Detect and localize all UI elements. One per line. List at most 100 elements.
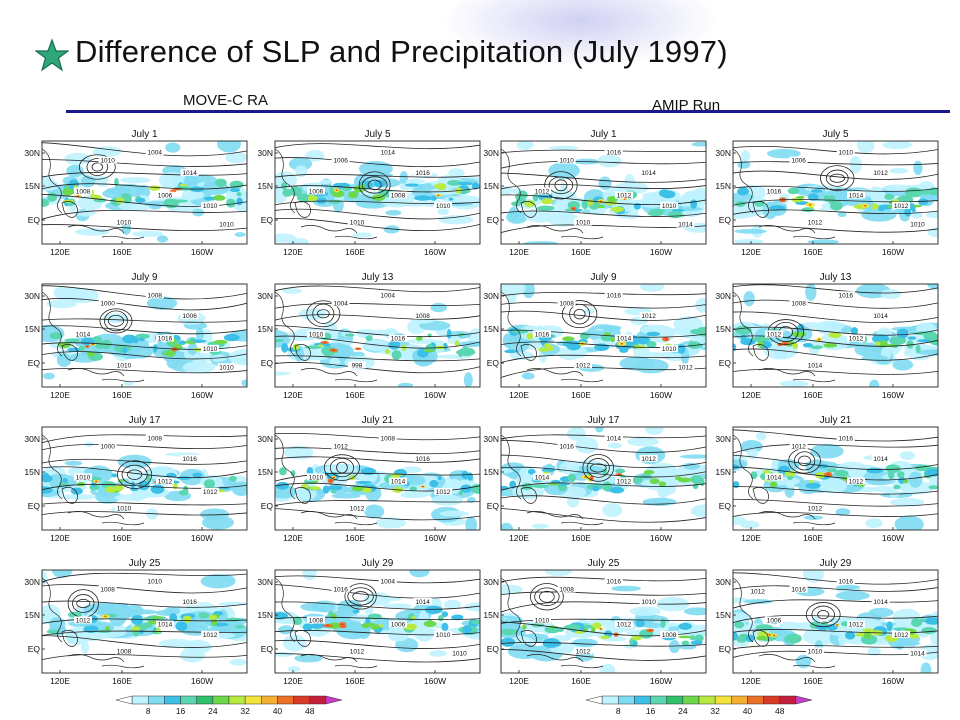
contour-label: 1010 [203,203,218,210]
lat-label: 15N [257,324,273,334]
contour-label: 1006 [391,622,406,629]
map-panel: July 5 1006 1010 1012 1014 1016 1012 1012 1010 30… [715,128,945,263]
map-panel: July 25 1008 1010 1016 1014 1012 1008 1012 30N 15… [24,557,254,692]
contour-label: 1012 [617,622,632,629]
contour-label: 1014 [535,474,550,481]
lon-label: 160E [345,247,365,257]
legend-swatch [618,695,635,705]
contour-label: 1008 [381,435,396,442]
lat-label: EQ [261,215,274,225]
contour-label: 1012 [576,648,591,655]
lat-label: EQ [487,501,500,511]
legend-tick: 32 [710,706,720,716]
contour-label: 1012 [678,364,693,371]
lon-label: 160E [571,247,591,257]
lat-label: EQ [261,501,274,511]
contour-label: 1014 [873,599,888,606]
lon-label: 120E [741,533,761,543]
contour-label: 1014 [76,331,91,338]
map-panel: July 17 1016 1014 1012 1012 1014 30N 15N EQ 120E 1… [483,414,713,549]
map-panel: July 29 1016 1004 1014 1006 1008 1012 1010 1010 3… [257,557,487,692]
lat-label: 30N [483,434,499,444]
contour-label: 1008 [415,313,430,320]
contour-label: 1014 [910,650,925,657]
lat-label: 30N [257,434,273,444]
lat-label: EQ [261,644,274,654]
panel-date: July 5 [822,129,849,140]
lon-label: 160E [112,247,132,257]
lat-label: 30N [483,577,499,587]
legend-tick: 16 [646,706,656,716]
contour-label: 1012 [76,617,91,624]
panel-date: July 5 [364,129,391,140]
contour-label: 1008 [76,188,91,195]
lon-label: 160W [424,676,446,686]
lat-label: 15N [257,181,273,191]
lon-label: 160E [571,390,591,400]
lat-label: 30N [24,148,40,158]
contour-label: 1008 [662,632,677,639]
legend-swatch [244,695,262,705]
contour-label: 1012 [791,444,806,451]
lat-label: 15N [24,324,40,334]
lon-label: 120E [283,533,303,543]
contour-label: 1016 [607,149,622,156]
lat-label: 30N [715,291,731,301]
contour-label: 1010 [148,578,163,585]
contour-label: 1000 [100,301,115,308]
lon-label: 120E [50,247,70,257]
contour-label: 1014 [607,435,622,442]
contour-label: 1016 [415,170,430,177]
lat-label: 15N [715,467,731,477]
legend-swatch [763,695,780,705]
contour-label: 1014 [381,149,396,156]
lon-label: 120E [50,390,70,400]
lat-label: EQ [28,215,41,225]
contour-label: 1004 [381,578,396,585]
lon-label: 160E [803,676,823,686]
lat-label: 15N [24,467,40,477]
lat-label: 30N [24,577,40,587]
legend-swatch [164,695,181,705]
lon-label: 120E [50,533,70,543]
legend-tick: 40 [743,706,753,716]
legend-swatch [212,695,230,705]
legend-left: 8 16 24 32 40 48 [115,695,343,716]
lat-label: 30N [715,577,731,587]
lon-label: 160W [650,533,672,543]
contour-label: 1006 [182,313,197,320]
legend-swatch [585,695,603,705]
title-highlight [430,0,730,70]
contour-label: 1016 [391,336,406,343]
contour-label: 1014 [158,622,173,629]
map-panel: July 1 1010 1004 1014 1006 1008 1010 1010 1010 30… [24,128,254,263]
lat-label: EQ [719,644,732,654]
contour-label: 1012 [808,505,823,512]
contour-label: 1012 [641,456,656,463]
lat-label: EQ [487,358,500,368]
contour-label: 1008 [791,301,806,308]
lat-label: 30N [257,291,273,301]
lon-label: 160W [191,247,213,257]
legend-tick: 32 [240,706,250,716]
contour-label: 1012 [333,444,348,451]
lon-label: 120E [283,676,303,686]
lon-label: 160E [345,676,365,686]
contour-label: 1012 [849,336,864,343]
contour-label: 1010 [808,648,823,655]
lon-label: 160W [882,676,904,686]
lat-label: 15N [483,324,499,334]
lat-label: 30N [257,577,273,587]
lat-label: EQ [261,358,274,368]
lat-label: EQ [28,501,41,511]
panel-date: July 25 [129,558,161,569]
contour-label: 1012 [617,193,632,200]
legend-swatch [261,695,278,705]
contour-label: 1012 [849,479,864,486]
contour-label: 1014 [849,193,864,200]
contour-label: 998 [352,362,363,369]
lon-label: 160W [882,247,904,257]
lat-label: 15N [24,181,40,191]
lat-label: EQ [487,215,500,225]
legend-tick: 24 [208,706,218,716]
